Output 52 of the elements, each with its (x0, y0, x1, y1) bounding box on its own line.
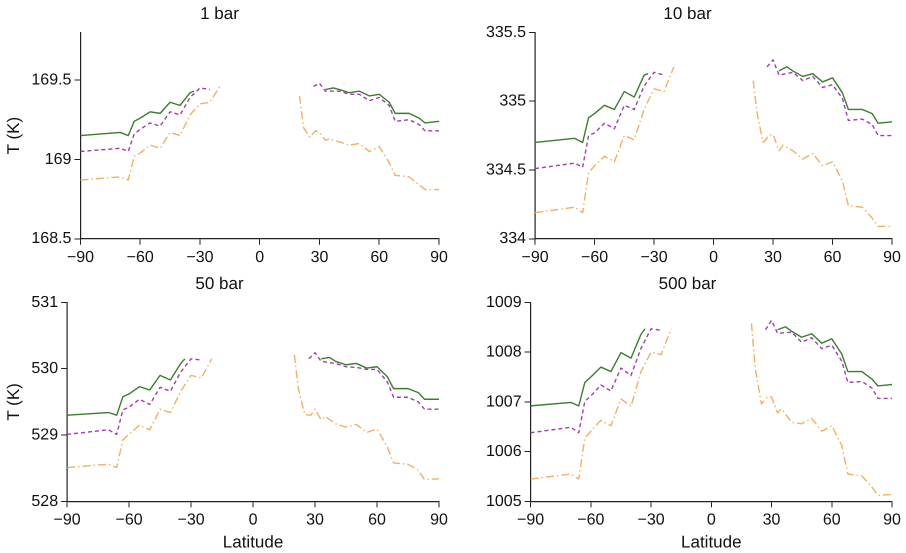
x-tick-label: 0 (706, 511, 716, 528)
x-tick-label: 60 (370, 248, 388, 266)
y-axis-title: T (K) (4, 116, 23, 154)
chart-title: 1 bar (200, 4, 240, 23)
x-tick-label: 90 (883, 248, 901, 266)
y-tick-label: 334 (499, 230, 526, 248)
y-tick-label: 531 (31, 294, 58, 311)
x-tick-label: −30 (640, 248, 668, 266)
y-tick-label: 530 (31, 360, 58, 378)
x-axis-title: Latitude (222, 532, 284, 552)
x-tick-label: 90 (430, 511, 448, 528)
x-tick-label: 0 (709, 248, 718, 266)
y-tick-label: 169.5 (31, 71, 72, 88)
x-tick-label: 30 (306, 511, 324, 528)
y-tick-label: 1005 (486, 492, 522, 510)
x-axis-title: Latitude (681, 532, 742, 552)
x-tick-label: 60 (368, 511, 386, 528)
chart-title: 500 bar (658, 274, 717, 293)
x-tick-label: −60 (116, 511, 143, 528)
x-tick-label: −90 (517, 511, 544, 528)
y-tick-label: 1006 (486, 443, 522, 460)
x-tick-label: −30 (637, 511, 665, 528)
x-tick-label: 90 (430, 248, 448, 266)
x-tick-label: −60 (126, 248, 154, 266)
x-tick-label: −60 (577, 511, 604, 528)
x-tick-label: 0 (248, 511, 258, 528)
y-tick-label: 1008 (486, 344, 522, 361)
chart-title: 10 bar (663, 4, 712, 23)
x-tick-label: 30 (764, 248, 782, 266)
y-tick-label: 334.5 (486, 161, 526, 178)
y-tick-label: 1009 (486, 294, 522, 311)
y-tick-label: 168.5 (31, 230, 72, 248)
x-tick-label: −30 (186, 248, 214, 266)
x-tick-label: 90 (883, 511, 901, 528)
x-tick-label: 30 (762, 511, 781, 528)
y-tick-label: 529 (31, 426, 58, 444)
x-tick-label: 60 (822, 511, 841, 528)
x-tick-label: 30 (310, 248, 328, 266)
x-tick-label: −90 (66, 248, 94, 266)
y-tick-label: 169 (44, 150, 72, 168)
x-tick-label: 0 (255, 248, 264, 266)
x-tick-label: −90 (521, 248, 549, 266)
y-tick-label: 335.5 (486, 24, 526, 41)
y-tick-label: 335 (499, 92, 526, 110)
x-tick-label: −90 (54, 511, 81, 528)
y-tick-label: 1007 (486, 393, 522, 410)
x-tick-label: 60 (824, 248, 842, 266)
x-tick-label: −60 (580, 248, 608, 266)
y-axis-title: T (K) (4, 383, 23, 421)
chart-title: 50 bar (195, 274, 244, 293)
x-tick-label: −30 (177, 511, 205, 528)
y-tick-label: 528 (31, 492, 58, 510)
